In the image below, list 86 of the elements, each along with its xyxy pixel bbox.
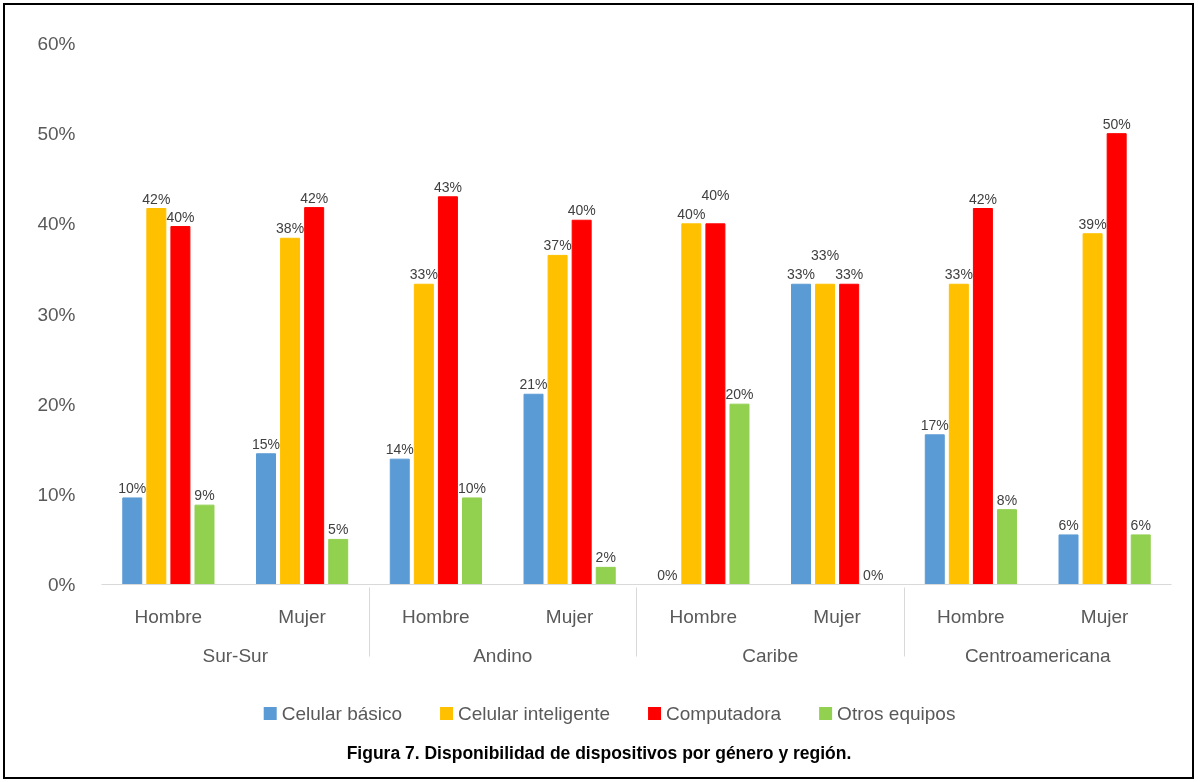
data-label: 40%	[677, 205, 706, 222]
bar	[839, 283, 860, 585]
bar	[815, 283, 836, 585]
legend-label: Celular inteligente	[458, 703, 611, 724]
category-label: Caribe	[742, 644, 799, 666]
category-label: Andino	[473, 644, 533, 666]
category-label: Mujer	[1080, 605, 1129, 627]
bar	[595, 566, 616, 585]
bar	[523, 393, 544, 585]
bar	[194, 504, 215, 585]
data-label: 2%	[595, 549, 616, 566]
y-tick-label: 30%	[37, 303, 76, 325]
bar	[1082, 233, 1103, 585]
category-label: Sur-Sur	[202, 644, 268, 666]
bar	[413, 283, 434, 585]
data-label: 33%	[409, 266, 438, 283]
category-label: Hombre	[402, 605, 470, 627]
category-label: Mujer	[813, 605, 861, 627]
bar	[1106, 133, 1127, 585]
bar	[256, 453, 277, 585]
bar	[972, 208, 993, 585]
category-label: Hombre	[134, 605, 203, 627]
data-label: 37%	[543, 237, 572, 254]
bar	[122, 497, 143, 585]
bar	[1130, 534, 1151, 585]
data-label: 8%	[996, 491, 1018, 508]
text: Figura 7. Disponibilidad de dispositivos por género y región.	[346, 742, 852, 763]
y-tick-label: 10%	[37, 483, 76, 505]
data-label: 42%	[300, 189, 329, 206]
data-label: 40%	[166, 208, 195, 225]
data-label: 42%	[968, 190, 997, 207]
legend-label: Celular básico	[281, 703, 403, 724]
category-label: Hombre	[937, 605, 1005, 627]
y-tick-label: 50%	[37, 123, 76, 145]
bar	[924, 434, 945, 585]
data-label: 17%	[920, 416, 949, 433]
bar	[389, 458, 410, 585]
data-label: 20%	[725, 386, 754, 403]
y-tick-label: 0%	[48, 574, 76, 595]
data-label: 33%	[835, 266, 864, 283]
bar	[170, 226, 191, 585]
category-label: Mujer	[545, 605, 594, 627]
data-label: 6%	[1058, 516, 1079, 533]
bar	[996, 509, 1017, 585]
data-label: 50%	[1102, 115, 1131, 132]
data-label: 15%	[252, 435, 281, 452]
data-label: 10%	[118, 479, 147, 496]
legend-label: Otros equipos	[837, 703, 956, 724]
bar	[304, 207, 325, 585]
data-label: 39%	[1078, 215, 1107, 232]
data-label: 9%	[194, 487, 215, 504]
data-label: 40%	[701, 186, 730, 203]
data-label: 0%	[657, 566, 678, 583]
bar	[948, 283, 969, 585]
data-label: 5%	[328, 521, 349, 538]
data-label: 42%	[142, 190, 171, 207]
data-label: 33%	[787, 266, 816, 283]
data-label: 10%	[457, 479, 487, 496]
data-label: 33%	[944, 266, 973, 283]
bar	[571, 219, 592, 585]
y-tick-label: 60%	[37, 33, 76, 54]
bar	[705, 223, 726, 585]
bar	[328, 538, 349, 585]
data-label: 21%	[519, 376, 548, 393]
legend-label: Computadora	[666, 703, 782, 724]
data-label: 40%	[567, 202, 596, 219]
y-tick-label: 40%	[37, 213, 76, 235]
y-tick-label: 20%	[37, 393, 76, 415]
data-label: 6%	[1130, 516, 1151, 533]
category-label: Centroamericana	[964, 644, 1111, 666]
bar	[1058, 534, 1079, 585]
bar	[280, 237, 301, 585]
bar	[791, 283, 812, 585]
bar	[681, 223, 702, 585]
bar	[729, 403, 750, 585]
bar	[461, 497, 482, 585]
bar	[146, 208, 167, 585]
data-label: 38%	[276, 220, 305, 237]
bar	[437, 196, 458, 585]
data-label: 14%	[385, 441, 414, 458]
bar	[547, 254, 568, 585]
data-label: 0%	[863, 566, 884, 583]
data-label: 33%	[811, 247, 840, 264]
data-label: 43%	[433, 178, 462, 195]
category-label: Mujer	[278, 605, 326, 627]
category-label: Hombre	[669, 605, 738, 627]
